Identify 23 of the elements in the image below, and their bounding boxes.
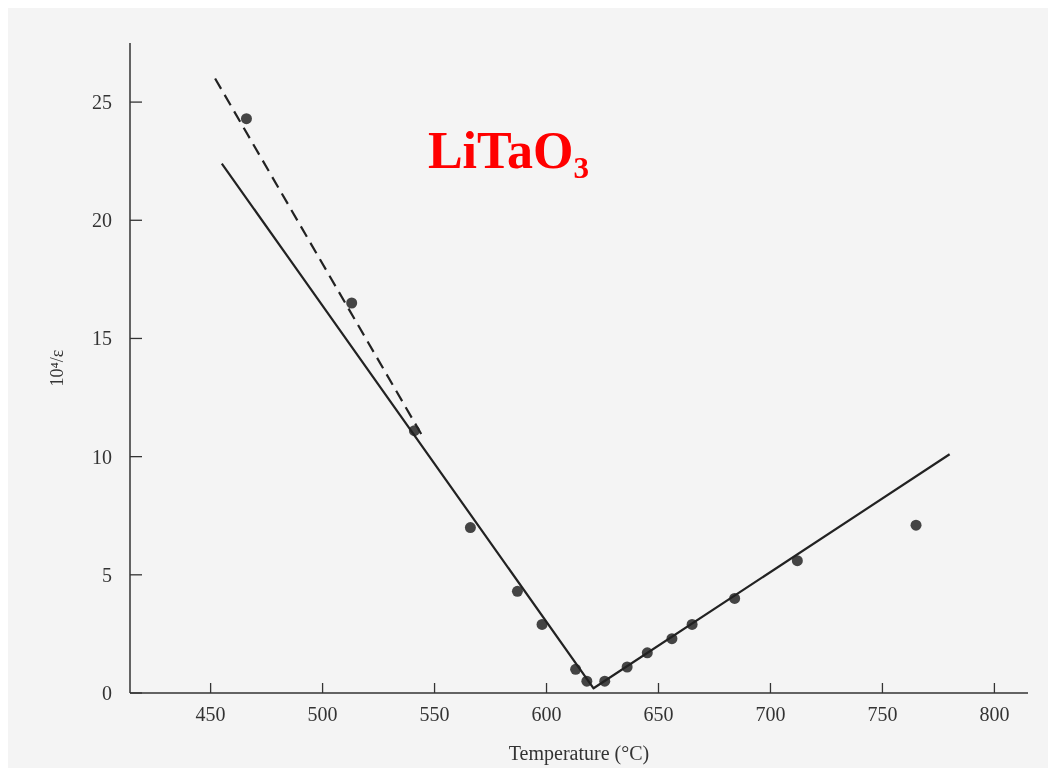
x-tick-label: 750: [867, 703, 898, 725]
x-tick-label: 550: [419, 703, 450, 725]
y-tick-label: 10: [92, 445, 112, 468]
x-tick-label: 600: [531, 703, 562, 725]
x-axis-title: Temperature (°C): [508, 742, 650, 765]
point: [910, 519, 922, 531]
y-tick-label: 5: [102, 563, 112, 586]
y-tick-label: 15: [92, 327, 112, 350]
point: [346, 297, 358, 309]
x-tick-label: 450: [195, 703, 226, 725]
point: [240, 113, 252, 125]
y-tick-label: 25: [92, 91, 112, 114]
x-tick-label: 800: [979, 703, 1010, 725]
point: [791, 555, 803, 567]
y-tick-label: 0: [102, 682, 112, 704]
x-tick-label: 500: [307, 703, 338, 725]
point: [464, 522, 476, 534]
x-tick-label: 700: [755, 703, 786, 725]
y-tick-label: 20: [92, 209, 112, 232]
point: [511, 585, 523, 597]
y-axis-title: 10⁴/ε: [47, 349, 67, 387]
x-tick-label: 650: [643, 703, 674, 725]
text: LiTaO₃: [427, 122, 589, 180]
